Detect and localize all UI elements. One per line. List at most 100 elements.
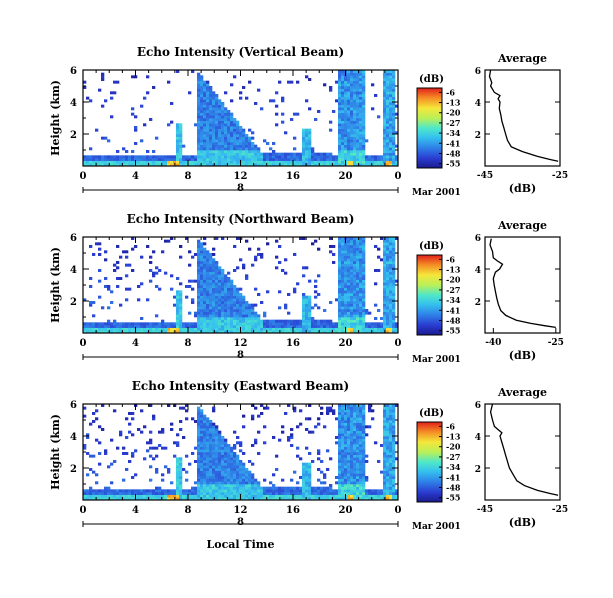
heatmap-cell [224, 327, 228, 331]
heatmap-cell [209, 428, 213, 431]
heatmap-cell [386, 484, 390, 487]
heatmap-cell [305, 317, 309, 320]
heatmap-cell [179, 460, 183, 463]
heatmap-cell [170, 287, 174, 291]
heatmap-cell [365, 155, 369, 159]
heatmap-cell [389, 486, 393, 490]
heatmap-cell [362, 110, 366, 113]
heatmap-cell [362, 327, 366, 331]
heatmap-cell [359, 70, 363, 73]
heatmap-cell [359, 406, 363, 410]
heatmap-cell [386, 126, 390, 129]
heatmap-cell [260, 155, 264, 159]
heatmap-cell [341, 494, 345, 498]
heatmap-cell [221, 128, 225, 132]
heatmap-cell [98, 494, 102, 498]
heatmap-cell [179, 330, 183, 334]
heatmap-cell [275, 489, 279, 493]
heatmap-cell [161, 158, 165, 161]
heatmap-cell [389, 473, 393, 477]
heatmap-cell [326, 449, 330, 453]
heatmap-cell [206, 311, 210, 315]
heatmap-cell [257, 160, 261, 164]
heatmap-cell [83, 322, 87, 326]
colorbar-unit: (dB) [419, 408, 444, 419]
heatmap-cell [206, 91, 210, 95]
heatmap-cell [371, 417, 375, 421]
heatmap-cell [122, 492, 126, 495]
heatmap-cell [110, 160, 114, 164]
heatmap-cell [206, 484, 210, 487]
heatmap-cell [98, 279, 102, 283]
heatmap-cell [227, 271, 231, 275]
heatmap-cell [206, 110, 210, 113]
heatmap-cell [383, 255, 387, 259]
heatmap-cell [230, 452, 234, 455]
heatmap-cell [260, 107, 264, 111]
heatmap-cell [254, 327, 258, 331]
heatmap-cell [338, 120, 342, 124]
heatmap-cell [203, 150, 207, 153]
heatmap-cell [242, 452, 246, 455]
heatmap-cell [221, 489, 225, 493]
heatmap-cell [362, 107, 366, 111]
heatmap-cell [206, 492, 210, 495]
heatmap-cell [386, 239, 390, 243]
heatmap-cell [227, 126, 231, 129]
heatmap-cell [332, 155, 336, 159]
heatmap-cell [278, 322, 282, 326]
heatmap-cell [218, 102, 222, 105]
heatmap-cell [302, 293, 306, 296]
heatmap-cell [350, 78, 354, 81]
heatmap-cell [206, 250, 210, 254]
heatmap-cell [251, 481, 255, 485]
heatmap-cell [341, 150, 345, 153]
heatmap-cell [389, 123, 393, 127]
heatmap-cell [245, 330, 249, 334]
heatmap-cell [362, 136, 366, 140]
heatmap-cell [389, 112, 393, 116]
heatmap-cell [344, 409, 348, 413]
x-tick-label: 0 [80, 505, 87, 516]
heatmap-cell [347, 150, 351, 153]
heatmap-cell [293, 136, 297, 140]
heatmap-cell [356, 473, 360, 477]
heatmap-cell [314, 239, 318, 243]
heatmap-cell [371, 409, 375, 413]
heatmap-cell [329, 245, 333, 248]
heatmap-cell [92, 412, 96, 415]
heatmap-cell [104, 497, 108, 501]
heatmap-cell [389, 274, 393, 278]
heatmap-cell [95, 158, 99, 161]
heatmap-cell [200, 242, 204, 246]
heatmap-cell [296, 486, 300, 490]
heatmap-cell [386, 497, 390, 501]
heatmap-cell [308, 478, 312, 482]
heatmap-cell [209, 473, 213, 477]
heatmap-cell [350, 279, 354, 283]
heatmap-cell [197, 279, 201, 283]
heatmap-cell [386, 452, 390, 455]
heatmap-cell [200, 152, 204, 156]
heatmap-cell [362, 422, 366, 426]
heatmap-cell [239, 309, 243, 312]
heatmap-cell [227, 287, 231, 291]
heatmap-cell [143, 327, 147, 331]
heatmap-cell [221, 319, 225, 323]
heatmap-cell [353, 420, 357, 423]
heatmap-cell [95, 327, 99, 331]
heatmap-cell [263, 319, 267, 323]
heatmap-cell [266, 163, 270, 167]
heatmap-cell [272, 319, 276, 323]
heatmap-cell [203, 134, 207, 137]
heatmap-cell [227, 136, 231, 140]
heatmap-cell [212, 253, 216, 256]
heatmap-cell [365, 460, 369, 463]
x-tick-label: 20 [339, 338, 353, 349]
heatmap-cell [338, 75, 342, 79]
heatmap-cell [203, 247, 207, 251]
heatmap-cell [200, 311, 204, 315]
heatmap-cell [395, 112, 399, 116]
heatmap-cell [353, 327, 357, 331]
heatmap-cell [344, 80, 348, 84]
